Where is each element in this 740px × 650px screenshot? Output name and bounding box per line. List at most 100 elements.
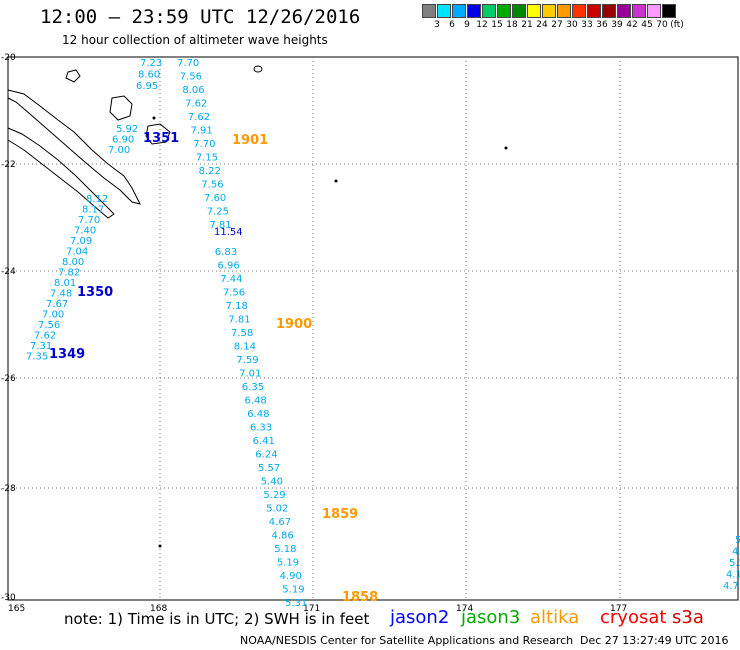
scale-label: 42 [626,20,638,30]
scale-label: 18 [506,20,518,30]
swh-value: 5.29 [263,490,285,501]
lat-tick-label: -30 [1,593,16,603]
swh-value: 5.57 [258,463,280,474]
scale-label: 21 [521,20,533,30]
swh-value: 6.24 [255,450,277,461]
coastline-new-caledonia [7,89,141,205]
color-swatch [482,4,496,18]
satellite-jason3: jason3 [461,607,521,628]
coastline-new-caledonia-south [7,127,115,219]
pass-time-label: 1349 [49,347,85,362]
satellite-altika: altika [530,607,580,628]
swh-value: 7.23 [140,58,162,69]
swh-value: 7.81 [228,315,250,326]
island-dot [158,544,162,548]
swh-value: 7.62 [34,331,56,342]
satellite-jason2: jason2 [390,607,450,628]
island-outline [145,123,171,145]
lon-tick-label: 177 [610,604,627,614]
swh-value: 5.18 [274,544,296,555]
swh-value: 6.95 [136,81,158,92]
scale-label: 3 [434,20,440,30]
swh-value: 7.60 [204,193,226,204]
swh-value: 7.09 [70,236,92,247]
pass-time-label: 1900 [276,317,312,332]
swh-value: 7.56 [223,288,245,299]
color-swatch [422,4,436,18]
swh-value: 5 [735,535,740,546]
swh-value: 8.12 [86,194,108,205]
swh-value: 7.70 [177,58,199,69]
swh-value: 6.96 [218,261,240,272]
pass-time-label: 1350 [77,285,113,300]
scale-label: (ft) [670,20,684,30]
swh-value: 6.83 [215,247,237,258]
swh-value: 4.67 [269,517,291,528]
swh-value: 7.56 [38,320,60,331]
color-swatch [542,4,556,18]
swh-value: 5.19 [277,558,299,569]
swh-value: 8.60 [138,70,160,81]
swh-value: 7.04 [66,247,88,258]
swh-value: 7.70 [78,215,100,226]
swh-value: 7.01 [239,369,261,380]
swh-value: 7.25 [207,207,229,218]
scale-label: 27 [551,20,563,30]
swh-value: 8.22 [199,166,221,177]
credit-line: NOAA/NESDIS Center for Satellite Applica… [240,634,574,647]
swh-value: 7.67 [46,299,68,310]
lat-tick-label: -26 [1,374,16,384]
swh-value: 7.91 [191,126,213,137]
pass-time-label: 1859 [322,507,358,522]
island-dot [504,146,508,150]
swh-value: 6.33 [250,423,272,434]
scale-label: 30 [566,20,578,30]
page-subtitle: 12 hour collection of altimeter wave hei… [62,33,328,47]
swh-value: 7.00 [108,145,130,156]
island-dot [152,116,156,120]
scale-label: 12 [476,20,488,30]
color-swatch [557,4,571,18]
color-swatch [587,4,601,18]
swh-value: 5.31 [285,598,307,609]
color-swatch [602,4,616,18]
swh-value: 6.48 [245,396,267,407]
color-swatch [437,4,451,18]
lat-tick-label: -20 [1,53,16,63]
color-swatch [647,4,661,18]
generated-timestamp: Dec 27 13:27:49 UTC 2016 [580,634,729,647]
swh-value: 4.18 [726,570,740,581]
swh-value: 4.75 [723,581,740,592]
lat-tick-label: -22 [1,160,16,170]
swh-value: 8.00 [62,257,84,268]
swh-value: 7.31 [30,341,52,352]
swh-value: 5.5 [729,558,740,569]
lon-tick-label: 171 [303,604,320,614]
color-swatch [452,4,466,18]
swh-value: 7.62 [185,99,207,110]
lat-tick-label: -28 [1,484,16,494]
color-swatch [662,4,676,18]
lon-tick-label: 168 [150,604,167,614]
swh-value: 4.9 [732,547,740,558]
swh-value: 7.58 [231,328,253,339]
scale-label: 45 [641,20,653,30]
swh-value: 7.56 [180,72,202,83]
swh-value: 7.18 [226,301,248,312]
swh-value: 7.44 [220,274,242,285]
swh-value: 8.17 [82,205,104,216]
scale-label: 15 [491,20,503,30]
swh-value: 7.40 [74,226,96,237]
color-swatch [572,4,586,18]
scale-label: 39 [611,20,623,30]
island-outline [109,95,133,121]
scale-label: 6 [449,20,455,30]
swh-value: 7.00 [42,310,64,321]
swh-value: 7.81 [209,220,231,231]
color-swatch [632,4,646,18]
swh-value: 4.86 [272,531,294,542]
color-swatch [527,4,541,18]
wave-height-color-scale: 3 6 9 12 15 18 21 24 27 30 33 36 39 42 45 70 (ft) [422,4,684,32]
swh-value: 6.41 [253,436,275,447]
satellite-s3a: s3a [672,607,704,628]
